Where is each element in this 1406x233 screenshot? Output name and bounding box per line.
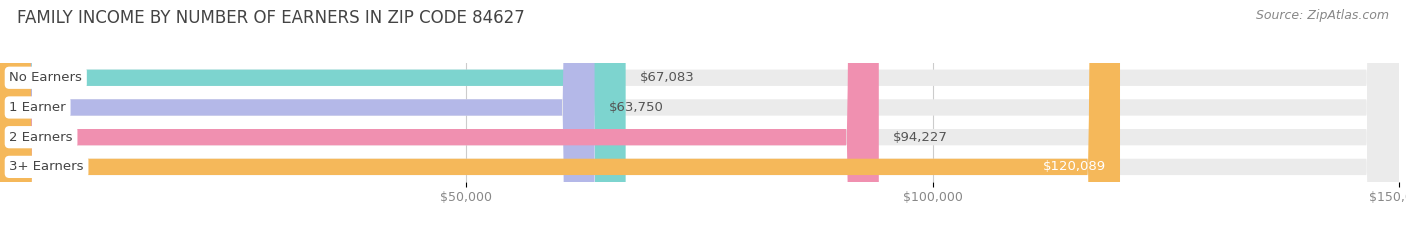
FancyBboxPatch shape <box>0 0 879 233</box>
Text: $63,750: $63,750 <box>609 101 664 114</box>
Text: $94,227: $94,227 <box>893 131 948 144</box>
Text: 1 Earner: 1 Earner <box>10 101 66 114</box>
Text: Source: ZipAtlas.com: Source: ZipAtlas.com <box>1256 9 1389 22</box>
Text: FAMILY INCOME BY NUMBER OF EARNERS IN ZIP CODE 84627: FAMILY INCOME BY NUMBER OF EARNERS IN ZI… <box>17 9 524 27</box>
FancyBboxPatch shape <box>0 0 595 233</box>
Text: 2 Earners: 2 Earners <box>10 131 73 144</box>
Text: $67,083: $67,083 <box>640 71 695 84</box>
Text: No Earners: No Earners <box>10 71 82 84</box>
Text: $120,089: $120,089 <box>1043 160 1107 173</box>
FancyBboxPatch shape <box>0 0 626 233</box>
Text: 3+ Earners: 3+ Earners <box>10 160 84 173</box>
FancyBboxPatch shape <box>0 0 1121 233</box>
